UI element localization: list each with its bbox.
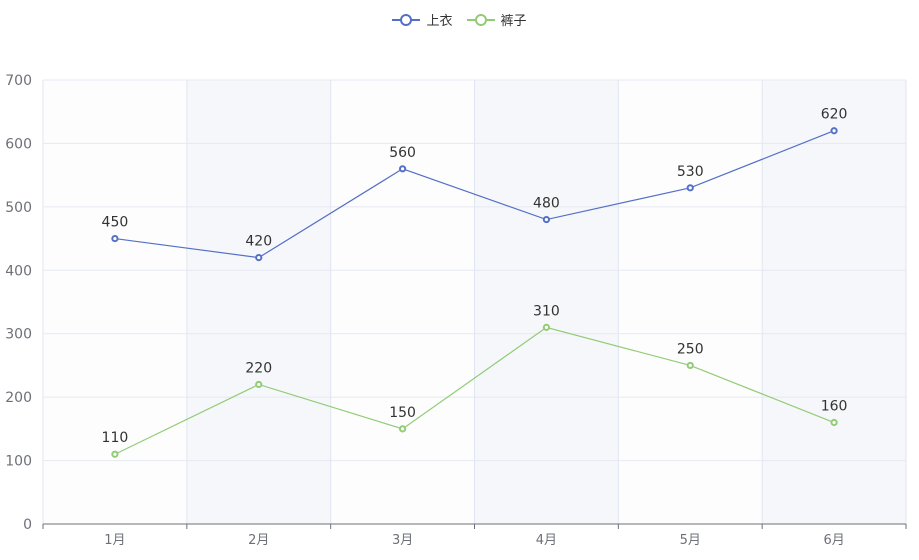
data-label: 310 bbox=[533, 303, 560, 319]
data-point bbox=[542, 323, 551, 331]
split-area bbox=[618, 80, 763, 524]
y-tick-label: 200 bbox=[5, 390, 32, 406]
x-tick-label: 2月 bbox=[248, 533, 269, 548]
x-tick-label: 5月 bbox=[680, 533, 701, 548]
y-tick-label: 0 bbox=[23, 517, 32, 533]
y-tick-label: 700 bbox=[5, 73, 32, 89]
series-line bbox=[114, 130, 835, 259]
data-label: 480 bbox=[533, 196, 560, 212]
y-tick-label: 500 bbox=[5, 200, 32, 216]
data-point bbox=[686, 184, 694, 192]
data-point bbox=[255, 254, 263, 262]
x-tick-label: 6月 bbox=[823, 533, 844, 548]
data-point bbox=[255, 380, 263, 389]
data-label: 220 bbox=[245, 360, 272, 376]
split-area bbox=[474, 80, 619, 524]
data-point bbox=[398, 425, 407, 433]
y-tick-label: 100 bbox=[5, 454, 32, 470]
split-area bbox=[186, 80, 331, 524]
series-line bbox=[114, 326, 835, 455]
legend-item-tops[interactable]: 上衣 bbox=[392, 10, 453, 29]
x-tick-label: 4月 bbox=[536, 533, 557, 548]
data-label: 250 bbox=[677, 341, 704, 357]
data-label: 420 bbox=[245, 234, 272, 250]
data-point bbox=[830, 127, 838, 135]
data-label: 160 bbox=[821, 399, 848, 415]
legend-item-pants[interactable]: 裤子 bbox=[466, 10, 527, 29]
data-label: 110 bbox=[102, 430, 129, 446]
y-tick-label: 300 bbox=[5, 327, 32, 343]
data-point bbox=[686, 361, 694, 370]
data-point bbox=[111, 234, 119, 243]
data-point bbox=[398, 165, 407, 173]
data-point bbox=[542, 215, 551, 224]
chart-legend: 上衣 裤子 bbox=[0, 10, 919, 29]
data-label: 150 bbox=[389, 405, 416, 421]
data-label: 560 bbox=[389, 145, 416, 161]
legend-line-circle-icon bbox=[466, 13, 495, 26]
split-area bbox=[762, 80, 906, 524]
data-point bbox=[830, 418, 838, 427]
y-tick-label: 400 bbox=[5, 263, 32, 279]
split-area bbox=[330, 80, 475, 524]
split-area bbox=[43, 80, 187, 524]
data-point bbox=[111, 450, 119, 458]
y-tick-label: 600 bbox=[5, 136, 32, 152]
data-label: 620 bbox=[821, 107, 848, 123]
legend-line-circle-icon bbox=[392, 13, 421, 26]
data-label: 530 bbox=[677, 164, 704, 180]
x-tick-label: 1月 bbox=[104, 533, 125, 548]
x-tick-label: 3月 bbox=[392, 533, 413, 548]
data-label: 450 bbox=[102, 215, 129, 231]
legend-label: 裤子 bbox=[500, 14, 527, 29]
legend-label: 上衣 bbox=[426, 14, 453, 29]
